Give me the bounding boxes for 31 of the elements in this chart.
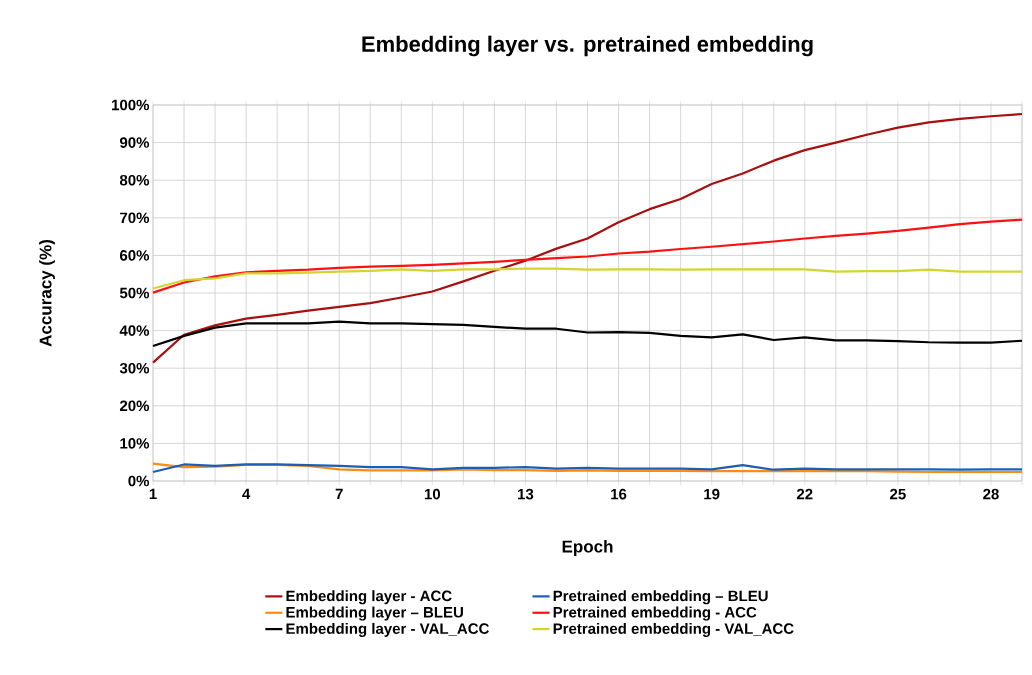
y-tick-label: 90% (119, 137, 150, 148)
x-tick-label: 22 (796, 488, 813, 500)
y-tick-label: 10% (120, 438, 150, 449)
x-tick-label: 16 (611, 488, 627, 500)
x-tick-label: 7 (335, 488, 343, 500)
y-tick-label: 100% (112, 99, 150, 111)
legend-label: Pretrained embedding – BLEU (553, 590, 768, 605)
x-tick-label: 4 (242, 488, 251, 500)
y-tick-label: 30% (119, 362, 150, 374)
y-axis-title: Accuracy (%) (39, 240, 55, 347)
x-tick-label: 19 (704, 488, 720, 500)
x-tick-label: 1 (149, 488, 157, 500)
legend-label: Embedding layer - VAL_ACC (286, 622, 489, 637)
y-tick-label: 70% (120, 212, 150, 224)
legend-label: Embedding layer - ACC (286, 590, 452, 605)
y-tick-label: 0% (128, 475, 150, 487)
x-tick-label: 10 (424, 488, 441, 500)
x-tick-label: 13 (518, 488, 534, 500)
x-tick-label: 25 (890, 488, 906, 500)
legend-label: Pretrained embedding - ACC (553, 606, 757, 621)
x-axis-title: Epoch (562, 540, 613, 556)
x-tick-label: 28 (983, 488, 999, 500)
y-tick-label: 20% (119, 400, 150, 412)
y-tick-label: 80% (119, 174, 150, 186)
y-tick-label: 40% (119, 325, 150, 336)
chart-title: Embedding layer vs. pretrained embedding (362, 35, 813, 57)
legend-label: Pretrained embedding - VAL_ACC (553, 622, 794, 637)
y-tick-label: 60% (120, 250, 150, 261)
line-series (151, 112, 1024, 364)
y-tick-label: 50% (119, 287, 150, 299)
legend-label: Embedding layer – BLEU (286, 606, 463, 621)
